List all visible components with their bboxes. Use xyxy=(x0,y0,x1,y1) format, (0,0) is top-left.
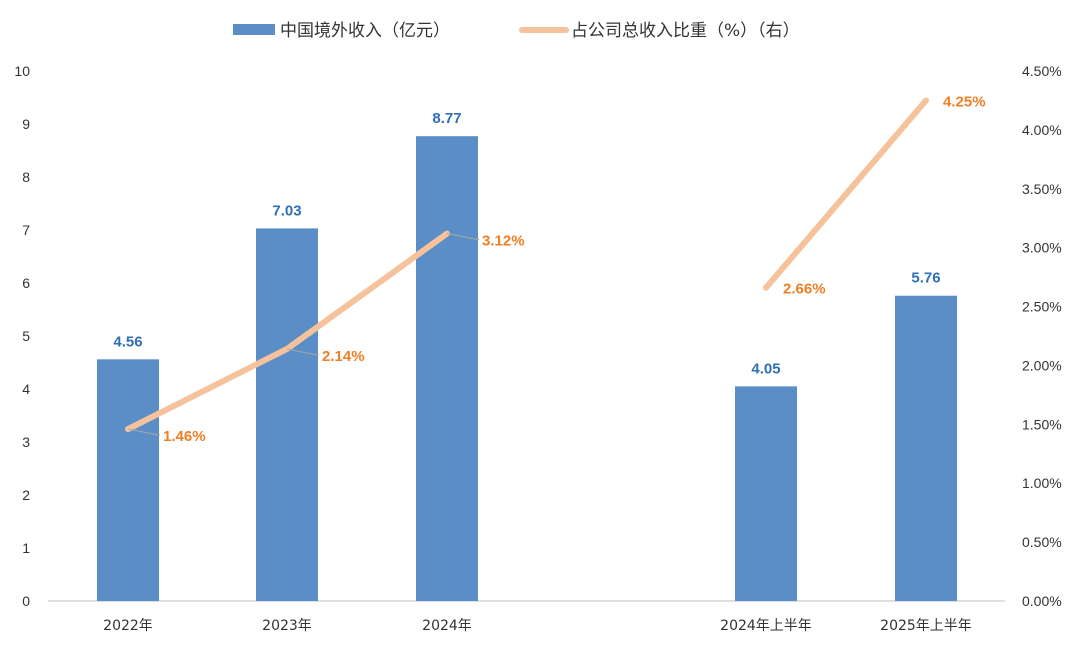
x-tick-label: 2023年 xyxy=(262,618,312,634)
line-value-label: 1.46% xyxy=(163,428,206,445)
y-right-tick-label: 0.50% xyxy=(1022,534,1062,550)
y-right-tick-label: 3.50% xyxy=(1022,181,1062,197)
y-left-tick-label: 10 xyxy=(14,63,30,79)
line-value-label: 2.14% xyxy=(322,348,365,365)
bars xyxy=(97,136,957,601)
y-right-tick-label: 4.00% xyxy=(1022,122,1062,138)
data-labels: 4.56 7.03 8.77 4.05 5.76 1.46% 2.14% 3.12% 2.66%… xyxy=(113,93,985,445)
y-left-tick-label: 7 xyxy=(22,222,30,238)
legend-bar-swatch xyxy=(233,24,275,35)
bar xyxy=(735,386,797,601)
y-left-tick-label: 9 xyxy=(22,116,30,132)
y-right-tick-label: 1.00% xyxy=(1022,475,1062,491)
line-series xyxy=(125,97,929,433)
x-tick-label: 2024年 xyxy=(422,618,472,634)
y-right-tick-label: 4.50% xyxy=(1022,63,1062,79)
bar xyxy=(97,359,159,601)
y-left-tick-label: 6 xyxy=(22,275,30,291)
bar-value-label: 5.76 xyxy=(911,270,940,287)
y-left-tick-label: 2 xyxy=(22,487,30,503)
y-left-tick-label: 5 xyxy=(22,328,30,344)
y-right-tick-label: 3.00% xyxy=(1022,240,1062,256)
y-right-tick-label: 1.50% xyxy=(1022,416,1062,432)
bar-value-label: 4.05 xyxy=(751,360,780,377)
bar-value-label: 7.03 xyxy=(272,202,301,219)
y-left-tick-label: 8 xyxy=(22,169,30,185)
legend-bar-label: 中国境外收入（亿元） xyxy=(280,21,450,41)
x-tick-label: 2025年上半年 xyxy=(880,618,972,634)
line-value-label: 4.25% xyxy=(943,93,986,110)
y-left-tick-label: 1 xyxy=(22,540,30,556)
axes: 0 1 2 3 4 5 6 7 8 9 10 0.00% 0.50% 1.00% 1.50% 2.00% 2.5… xyxy=(14,63,1061,634)
x-tick-label: 2024年上半年 xyxy=(720,618,812,634)
bar xyxy=(416,136,478,601)
x-tick-label: 2022年 xyxy=(103,618,153,634)
bar xyxy=(895,295,957,601)
y-right-tick-label: 2.50% xyxy=(1022,299,1062,315)
y-right-tick-label: 0.00% xyxy=(1022,593,1062,609)
line-value-label: 3.12% xyxy=(482,233,525,250)
line-label-leader xyxy=(127,428,160,436)
y-left-tick-label: 4 xyxy=(22,381,30,397)
bar-value-label: 8.77 xyxy=(432,110,461,127)
y-left-tick-label: 0 xyxy=(22,593,30,609)
line-label-leader xyxy=(446,233,479,241)
y-left-tick-label: 3 xyxy=(22,434,30,450)
y-right-tick-label: 2.00% xyxy=(1022,357,1062,373)
bar xyxy=(256,228,318,601)
line-series-path xyxy=(763,97,929,291)
legend: 中国境外收入（亿元） 占公司总收入比重（%）（右） xyxy=(233,21,800,41)
legend-line-label: 占公司总收入比重（%）（右） xyxy=(571,21,800,41)
line-value-label: 2.66% xyxy=(783,281,826,298)
bar-value-label: 4.56 xyxy=(113,333,142,350)
line-label-leader xyxy=(286,348,319,356)
